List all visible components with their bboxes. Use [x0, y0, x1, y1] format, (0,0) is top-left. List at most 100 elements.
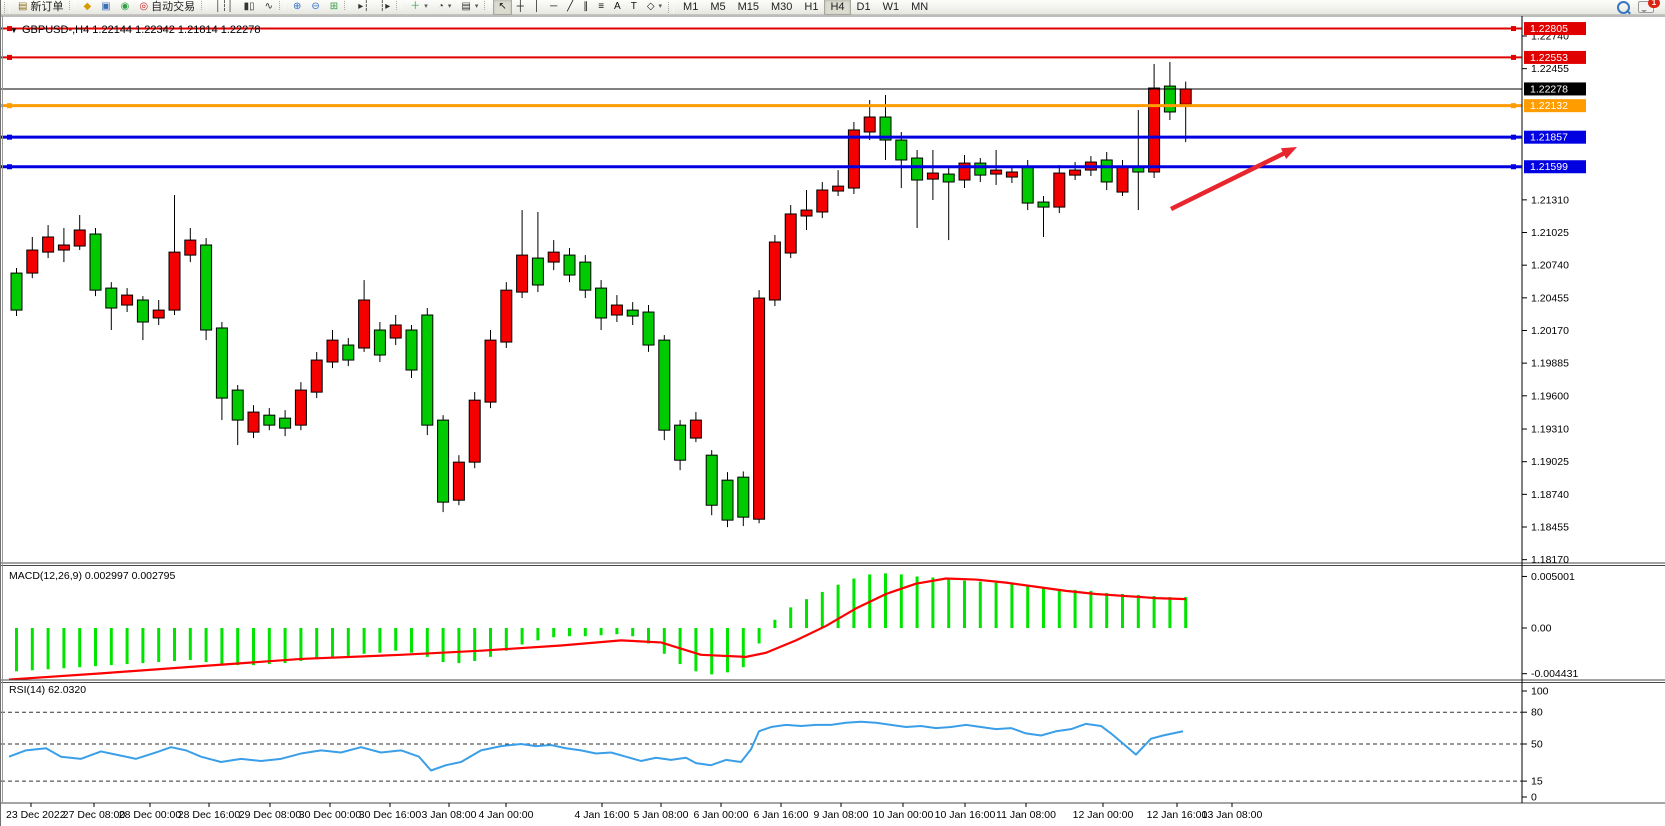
timeframe-mn[interactable]: MN — [911, 1, 929, 13]
candle-bear — [674, 424, 687, 461]
macd-hist-bar — [1184, 597, 1188, 628]
hline-anchor[interactable] — [7, 164, 12, 170]
vline-icon[interactable]: │ — [529, 0, 545, 15]
macd-hist-bar — [1121, 593, 1124, 628]
candle-bear — [626, 309, 639, 317]
signals-icon[interactable]: ◉ — [116, 0, 135, 15]
hline-anchor[interactable] — [7, 134, 12, 140]
date-label: 27 Dec 08:00 — [63, 809, 126, 821]
candle-bull — [816, 189, 829, 213]
price-tag-label: 1.22278 — [1530, 83, 1568, 95]
main-toolbar: ▤ 新订单 ◆ ▣ ◉ ◎ 自动交易 │┆│ ▮▯ ∿ ⊕ ⊖ ⊞ ▸┆ ┆▸ ＋ ▾ ◔ ▾ ▤ ▾ ↖ ┼ │ ─ ╱ ∥ ≡ A T… — [1, 0, 1665, 15]
line-chart-icon[interactable]: ∿ — [260, 0, 278, 15]
timeframe-m5[interactable]: M5 — [710, 1, 726, 13]
macd-hist-bar — [394, 628, 398, 651]
trend-arrow-head[interactable] — [1280, 147, 1297, 160]
candle-bear — [437, 419, 450, 503]
timeframe-m1[interactable]: M1 — [683, 1, 699, 13]
hline-anchor[interactable] — [7, 26, 12, 32]
macd-layer — [8, 573, 1188, 680]
candle-bull — [1179, 88, 1192, 105]
date-label: 6 Jan 16:00 — [754, 809, 809, 821]
candle-bull — [326, 339, 339, 363]
crosshair-icon[interactable]: ┼ — [512, 0, 529, 15]
auto-trading-button[interactable]: ◎ 自动交易 — [134, 0, 200, 15]
timeframe-d1[interactable]: D1 — [856, 1, 871, 13]
search-icon[interactable] — [1617, 0, 1630, 14]
candle-bull — [184, 239, 197, 256]
profiles-icon[interactable]: ◆ — [78, 0, 96, 15]
timeframe-w1[interactable]: W1 — [882, 1, 900, 13]
macd-hist-bar — [710, 628, 714, 675]
auto-scroll-icon[interactable]: ▸┆ — [353, 0, 374, 15]
text-icon-glyph: A — [614, 1, 621, 12]
tile-windows-icon[interactable]: ⊞ — [325, 0, 343, 15]
hline-anchor[interactable] — [1511, 26, 1516, 32]
hline-anchor[interactable] — [1511, 164, 1516, 170]
chart-shift-icon[interactable]: ┆▸ — [374, 0, 395, 15]
profiles-icon-glyph: ◆ — [83, 1, 92, 12]
candle-bear — [642, 311, 655, 346]
rsi-axis-label: 50 — [1531, 739, 1543, 751]
hline-icon[interactable]: ─ — [545, 0, 562, 15]
label-icon[interactable]: T — [626, 0, 642, 15]
candle-bear — [531, 257, 544, 286]
candle-bull — [152, 309, 165, 319]
hline-anchor[interactable] — [1511, 103, 1516, 109]
notifications-icon[interactable]: 1 — [1638, 0, 1660, 13]
price-tick-label: 1.18170 — [1531, 554, 1569, 566]
date-label: 12 Jan 16:00 — [1147, 809, 1208, 821]
macd-hist-bar — [662, 628, 666, 654]
macd-hist-bar — [94, 628, 97, 667]
templates-icon-glyph: ▤ — [461, 1, 471, 12]
macd-hist-bar — [1105, 592, 1109, 628]
candle-bear — [911, 157, 924, 181]
periods-icon[interactable]: ◔ ▾ — [433, 0, 457, 15]
notification-badge: 1 — [1648, 0, 1660, 8]
trend-arrow-line[interactable] — [1170, 148, 1291, 212]
channel-icon[interactable]: ∥ — [578, 0, 593, 15]
candle-bull — [800, 209, 813, 217]
timeframe-h1[interactable]: H1 — [804, 1, 819, 13]
hline-anchor[interactable] — [7, 103, 12, 109]
macd-hist-bar — [30, 628, 34, 671]
macd-hist-bar — [678, 628, 682, 665]
candles-chart-icon[interactable]: ▮▯ — [239, 0, 260, 15]
macd-hist-bar — [741, 628, 745, 668]
bars-chart-icon[interactable]: │┆│ — [210, 0, 239, 15]
candle-bull — [847, 129, 860, 189]
hline-anchor[interactable] — [1511, 134, 1516, 140]
price-tag-label: 1.21599 — [1530, 161, 1568, 173]
date-label: 30 Dec 16:00 — [359, 809, 422, 821]
trendline-icon[interactable]: ╱ — [562, 0, 578, 15]
market-watch-icon[interactable]: ▣ — [96, 0, 115, 15]
text-icon[interactable]: A — [609, 0, 626, 15]
candle-bear — [563, 254, 576, 276]
zoom-out-icon[interactable]: ⊖ — [306, 0, 324, 15]
macd-hist-bar — [947, 579, 951, 628]
toolbar-grip — [279, 0, 286, 10]
fibonacci-icon[interactable]: ≡ — [593, 0, 609, 15]
price-tick-label: 1.20455 — [1531, 292, 1569, 304]
timeframe-h4[interactable]: H4 — [824, 0, 851, 15]
arrows-icon[interactable]: ◇ ▾ — [642, 0, 667, 15]
macd-hist-bar — [1089, 590, 1093, 628]
toolbar-grip — [69, 0, 76, 10]
cursor-icon[interactable]: ↖ — [493, 0, 512, 15]
zoom-in-icon[interactable]: ⊕ — [288, 0, 306, 15]
timeframe-m30[interactable]: M30 — [771, 1, 793, 13]
timeframe-m15[interactable]: M15 — [737, 1, 759, 13]
indicators-icon[interactable]: ＋ ▾ — [405, 0, 433, 15]
candle-bull — [389, 324, 402, 339]
candle-bull — [784, 213, 797, 254]
macd-hist-bar — [536, 628, 540, 641]
templates-icon[interactable]: ▤ ▾ — [456, 0, 483, 15]
toolbar-grip — [4, 1, 10, 13]
date-label: 10 Jan 00:00 — [873, 809, 934, 821]
new-order-button[interactable]: ▤ 新订单 — [13, 0, 68, 15]
candle-bull — [294, 389, 307, 426]
macd-hist-bar — [157, 628, 161, 663]
hline-anchor[interactable] — [1511, 54, 1516, 60]
hline-anchor[interactable] — [7, 54, 12, 60]
